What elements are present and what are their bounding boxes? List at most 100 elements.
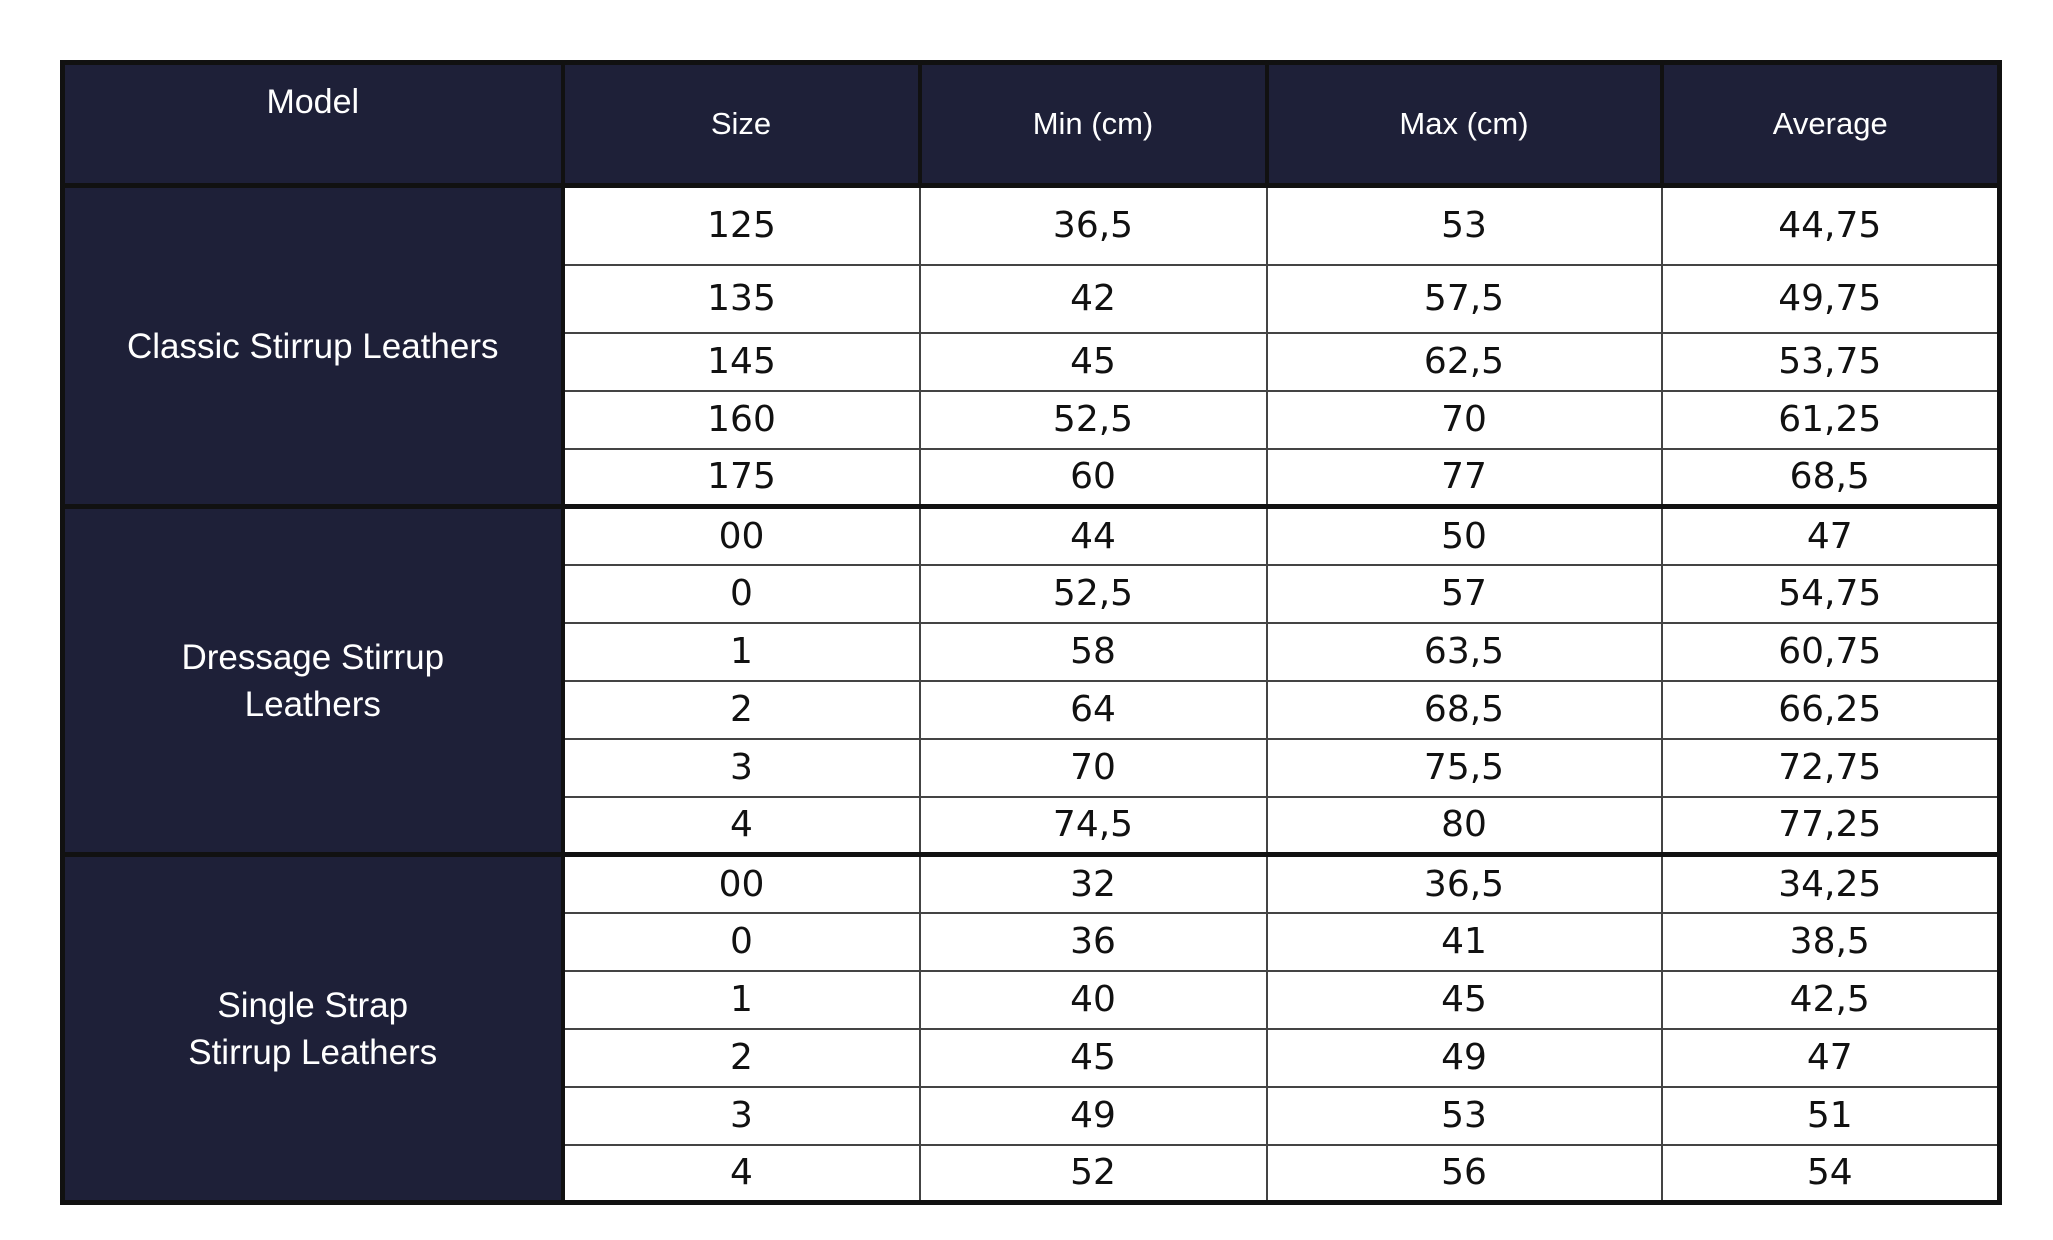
data-cell: 77	[1265, 447, 1663, 508]
header-cell: Model	[60, 60, 565, 188]
data-cell: 44,75	[1660, 183, 2001, 266]
data-cell: 50	[1265, 504, 1663, 566]
data-cell: 70	[918, 737, 1268, 798]
data-cell: 2	[561, 679, 921, 740]
header-cell: Max (cm)	[1264, 60, 1664, 188]
table-row: Single Strap Stirrup Leathers 00 32 36,5 34,2…	[60, 852, 2001, 1205]
data-cell: 80	[1265, 795, 1663, 856]
data-cell: 66,25	[1660, 679, 2001, 740]
data-cell: 175	[561, 447, 921, 508]
data-cell: 47	[1660, 1027, 2001, 1088]
data-cell: 145	[561, 331, 921, 392]
data-cell: 77,25	[1660, 795, 2001, 856]
data-cell: 0	[561, 563, 921, 624]
table-row: Classic Stirrup Leathers 125 36,5 53 44,75	[60, 183, 2001, 509]
data-cell: 53,75	[1660, 331, 2001, 392]
data-cell: 57,5	[1265, 263, 1663, 334]
data-cell: 41	[1265, 911, 1663, 972]
data-cell: 42	[918, 263, 1268, 334]
data-cell: 47	[1660, 504, 2001, 566]
data-cell: 60	[918, 447, 1268, 508]
data-cell: 160	[561, 389, 921, 450]
data-cell: 49	[1265, 1027, 1663, 1088]
data-cell: 45	[918, 331, 1268, 392]
data-cell: 56	[1265, 1143, 1663, 1204]
table-row: 135 42 57,5 49,75	[63, 263, 2001, 334]
data-cell: 54	[1660, 1143, 2001, 1204]
table-row: 160 52,5 70 61,25	[63, 389, 2001, 450]
table-row: 2 64 68,5 66,25	[63, 679, 2001, 740]
header-row: Model Size Min (cm) Max (cm) Average	[60, 60, 2002, 188]
data-cell: 75,5	[1265, 737, 1663, 798]
table-row: 3 70 75,5 72,75	[63, 737, 2001, 798]
data-cell: 54,75	[1660, 563, 2001, 624]
model-line: Classic Stirrup Leathers	[126, 326, 499, 366]
table-row: Dressage Stirrup Leathers 00 44 50 47	[60, 504, 2001, 857]
table-row: 0 36 41 38,5	[63, 911, 2001, 972]
data-cell: 40	[918, 969, 1268, 1030]
header-cell: Size	[560, 60, 922, 188]
table-row: 4 52 56 54	[63, 1143, 2001, 1204]
data-cell: 49	[918, 1085, 1268, 1146]
table-row: 3 49 53 51	[63, 1085, 2001, 1146]
header-cell: Min (cm)	[917, 60, 1269, 188]
data-cell: 68,5	[1660, 447, 2001, 508]
model-line: Stirrup Leathers	[188, 1032, 438, 1072]
data-cell: 72,75	[1660, 737, 2001, 798]
data-cell: 34,25	[1660, 852, 2001, 914]
data-cell: 57	[1265, 563, 1663, 624]
data-cell: 52,5	[918, 389, 1268, 450]
model-line: Single Strap	[217, 985, 409, 1025]
data-cell: 53	[1265, 1085, 1663, 1146]
data-cell: 36,5	[1265, 852, 1663, 914]
table-row: 145 45 62,5 53,75	[63, 331, 2001, 392]
data-cell: 1	[561, 969, 921, 1030]
data-cell: 125	[561, 183, 921, 266]
data-cell: 45	[1265, 969, 1663, 1030]
data-cell: 70	[1265, 389, 1663, 450]
data-cell: 61,25	[1660, 389, 2001, 450]
header-cell: Average	[1659, 60, 2002, 188]
table-row: 2 45 49 47	[63, 1027, 2001, 1088]
data-cell: 2	[561, 1027, 921, 1088]
data-cell: 38,5	[1660, 911, 2001, 972]
data-cell: 3	[561, 1085, 921, 1146]
table-row: 175 60 77 68,5	[63, 447, 2001, 508]
size-table: Model Size Min (cm) Max (cm) Average Classic…	[60, 60, 2002, 1205]
data-cell: 68,5	[1265, 679, 1663, 740]
table-body: Classic Stirrup Leathers 125 36,5 53 44,75 13…	[60, 183, 2001, 1205]
model-cell: Classic Stirrup Leathers	[60, 183, 565, 509]
table-row: 1 58 63,5 60,75	[63, 621, 2001, 682]
model-line: Dressage Stirrup	[181, 637, 445, 677]
data-cell: 60,75	[1660, 621, 2001, 682]
data-cell: 63,5	[1265, 621, 1663, 682]
table-row: 0 52,5 57 54,75	[63, 563, 2001, 624]
data-cell: 135	[561, 263, 921, 334]
model-cell: Dressage Stirrup Leathers	[60, 504, 565, 857]
table-row: 1 40 45 42,5	[63, 969, 2001, 1030]
data-cell: 42,5	[1660, 969, 2001, 1030]
data-cell: 53	[1265, 183, 1663, 266]
data-cell: 32	[918, 852, 1268, 914]
table-row: 4 74,5 80 77,25	[63, 795, 2001, 856]
data-cell: 36,5	[918, 183, 1268, 266]
data-cell: 64	[918, 679, 1268, 740]
data-cell: 49,75	[1660, 263, 2001, 334]
model-cell: Single Strap Stirrup Leathers	[60, 852, 565, 1205]
data-cell: 58	[918, 621, 1268, 682]
data-cell: 51	[1660, 1085, 2001, 1146]
data-cell: 44	[918, 504, 1268, 566]
data-cell: 00	[561, 504, 921, 566]
data-cell: 4	[561, 1143, 921, 1204]
data-cell: 36	[918, 911, 1268, 972]
data-cell: 74,5	[918, 795, 1268, 856]
data-cell: 4	[561, 795, 921, 856]
data-cell: 52,5	[918, 563, 1268, 624]
data-cell: 62,5	[1265, 331, 1663, 392]
model-line: Leathers	[244, 684, 381, 724]
data-cell: 00	[561, 852, 921, 914]
data-cell: 0	[561, 911, 921, 972]
data-cell: 1	[561, 621, 921, 682]
data-cell: 52	[918, 1143, 1268, 1204]
